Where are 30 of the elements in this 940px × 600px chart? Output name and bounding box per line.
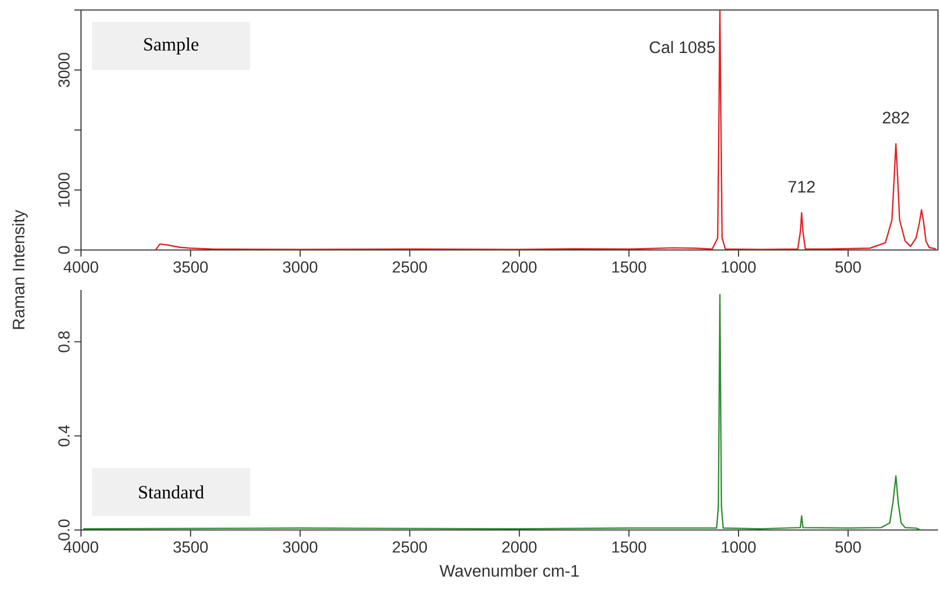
y-axis-title: Raman Intensity <box>12 210 28 329</box>
x-tick-label: 2500 <box>392 261 427 273</box>
x-tick-label: 3500 <box>173 541 208 553</box>
y-tick-label: 3000 <box>58 52 70 88</box>
x-tick-label: 2000 <box>502 541 537 553</box>
x-axis-title: Wavenumber cm-1 <box>439 564 579 577</box>
x-tick-label: 2500 <box>392 541 427 553</box>
x-tick-label: 1500 <box>612 261 646 273</box>
x-tick-label: 3500 <box>173 261 208 273</box>
x-tick-label: 3000 <box>282 541 318 553</box>
annotation: Cal 1085 <box>650 40 715 54</box>
x-tick-label: 500 <box>835 261 861 273</box>
x-tick-label: 1500 <box>612 541 646 553</box>
x-tick-label: 500 <box>835 541 861 553</box>
annotation: Sample <box>144 38 198 54</box>
y-tick-label: 1000 <box>58 172 70 207</box>
x-tick-label: 4000 <box>64 541 98 553</box>
x-tick-label: 2000 <box>502 261 537 273</box>
annotation: 712 <box>788 180 815 193</box>
y-tick-label: 0.4 <box>58 425 70 446</box>
x-tick-label: 1000 <box>722 261 756 273</box>
x-tick-label: 1000 <box>722 541 756 553</box>
annotation: Standard <box>139 485 204 499</box>
x-tick-label: 3000 <box>282 261 318 273</box>
annotation: 282 <box>882 112 909 124</box>
x-tick-label: 4000 <box>64 261 98 273</box>
y-tick-label: 0.0 <box>58 519 70 540</box>
line-series <box>82 294 922 530</box>
y-tick-label: 0 <box>58 246 70 254</box>
y-tick-label: 0.8 <box>58 331 70 352</box>
